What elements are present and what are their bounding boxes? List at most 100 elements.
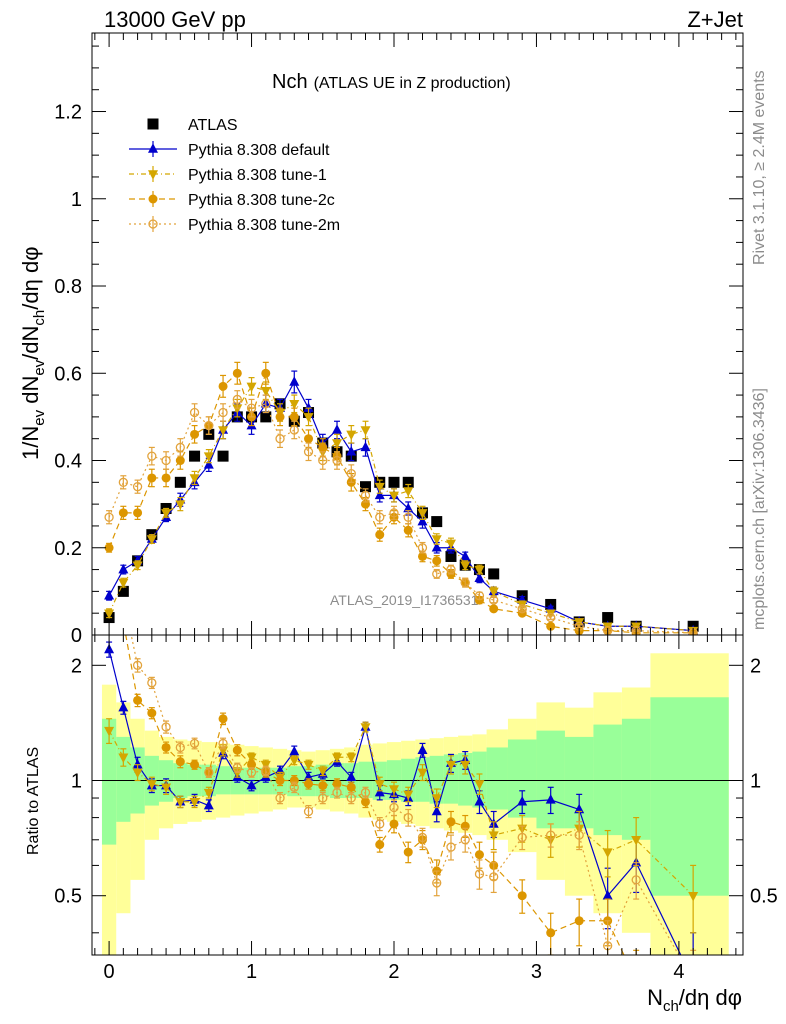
data-point [174, 476, 186, 488]
data-point [203, 452, 214, 462]
x-tick-label: 2 [388, 961, 399, 983]
data-point [346, 771, 357, 781]
data-point [417, 551, 427, 561]
rivet-version-label: Rivet 3.1.10, ≥ 2.4M events [751, 70, 768, 265]
data-point [147, 473, 157, 483]
y-axis-label-main: 1/Nev dNev/dNch/dη dφ [18, 247, 48, 460]
data-point [546, 928, 556, 938]
data-point [574, 803, 585, 814]
legend-marker [148, 170, 158, 180]
data-point [261, 399, 271, 409]
data-point [246, 382, 257, 393]
data-point [118, 578, 129, 589]
data-point [403, 487, 414, 497]
data-point [417, 543, 428, 553]
data-point [602, 612, 614, 624]
series-line [108, 385, 694, 632]
plot-title-sub: (ATLAS UE in Z production) [314, 75, 511, 92]
legend-marker [148, 194, 158, 204]
data-point [218, 738, 228, 749]
data-point [388, 476, 400, 488]
data-point [289, 400, 300, 410]
y-tick-label: 0.6 [54, 363, 82, 385]
data-point [446, 817, 456, 827]
data-point [374, 780, 385, 790]
data-point [445, 539, 456, 550]
data-point [132, 758, 143, 769]
data-point [117, 585, 129, 597]
data-point [303, 447, 314, 457]
data-point [346, 446, 357, 456]
data-point [161, 473, 171, 483]
data-point [403, 812, 413, 823]
data-point [289, 412, 299, 422]
ratio-panel-frame [91, 634, 744, 956]
data-point [574, 916, 584, 926]
data-point [318, 442, 328, 452]
data-point [189, 738, 200, 749]
data-point [204, 767, 214, 778]
data-point [318, 455, 328, 466]
y-tick-label: 0.4 [54, 451, 82, 473]
data-point [304, 779, 314, 789]
data-point [232, 745, 242, 755]
data-point [289, 745, 300, 756]
data-point [417, 509, 428, 519]
legend-entry-pythia-8-308-tune-1: Pythia 8.308 tune-1 [129, 166, 327, 184]
data-point [146, 780, 157, 790]
data-point [203, 788, 214, 799]
legend-label: Pythia 8.308 tune-1 [188, 167, 327, 184]
data-point [275, 434, 285, 444]
data-point [332, 455, 342, 466]
data-point [303, 402, 314, 412]
legend-entry-atlas: ATLAS [147, 117, 238, 134]
data-point [346, 468, 356, 479]
data-point [332, 779, 342, 789]
data-point [190, 760, 200, 770]
legend-marker [148, 143, 158, 153]
y-tick-label: 0.5 [54, 886, 82, 908]
data-point [360, 481, 372, 493]
data-point [689, 977, 697, 985]
data-point [432, 878, 442, 888]
y-tick-label-right: 0.5 [750, 886, 778, 908]
data-point [489, 595, 499, 605]
data-point [374, 489, 385, 500]
data-point [275, 776, 285, 786]
data-point [402, 476, 414, 488]
data-point [303, 760, 314, 771]
data-point [360, 490, 371, 501]
y-tick-label: 0.8 [54, 276, 82, 298]
data-point [175, 500, 186, 510]
series-line [108, 725, 694, 897]
data-point [388, 785, 399, 795]
data-point [189, 450, 201, 462]
legend-marker [148, 219, 158, 229]
x-tick-label: 3 [531, 961, 542, 983]
series-line [108, 371, 694, 634]
data-point [260, 386, 271, 397]
data-point [118, 753, 129, 764]
data-point [417, 515, 428, 526]
data-point [460, 578, 470, 588]
data-point [118, 508, 128, 518]
ratio-panel-marks [104, 635, 699, 985]
data-point [246, 403, 257, 413]
data-point [446, 564, 456, 575]
data-point [161, 509, 172, 519]
data-point [360, 787, 371, 798]
data-point [488, 831, 499, 841]
y-axis-label-ratio: Ratio to ATLAS [25, 747, 42, 855]
data-point [175, 798, 186, 808]
data-point [346, 430, 357, 441]
data-point [147, 451, 157, 461]
header-right-label: Z+Jet [687, 7, 743, 32]
series-line [125, 635, 625, 955]
data-point [175, 742, 185, 753]
data-point [631, 836, 642, 846]
data-point [332, 753, 343, 764]
data-point [460, 561, 471, 571]
data-point [104, 543, 114, 553]
data-point [318, 781, 328, 791]
